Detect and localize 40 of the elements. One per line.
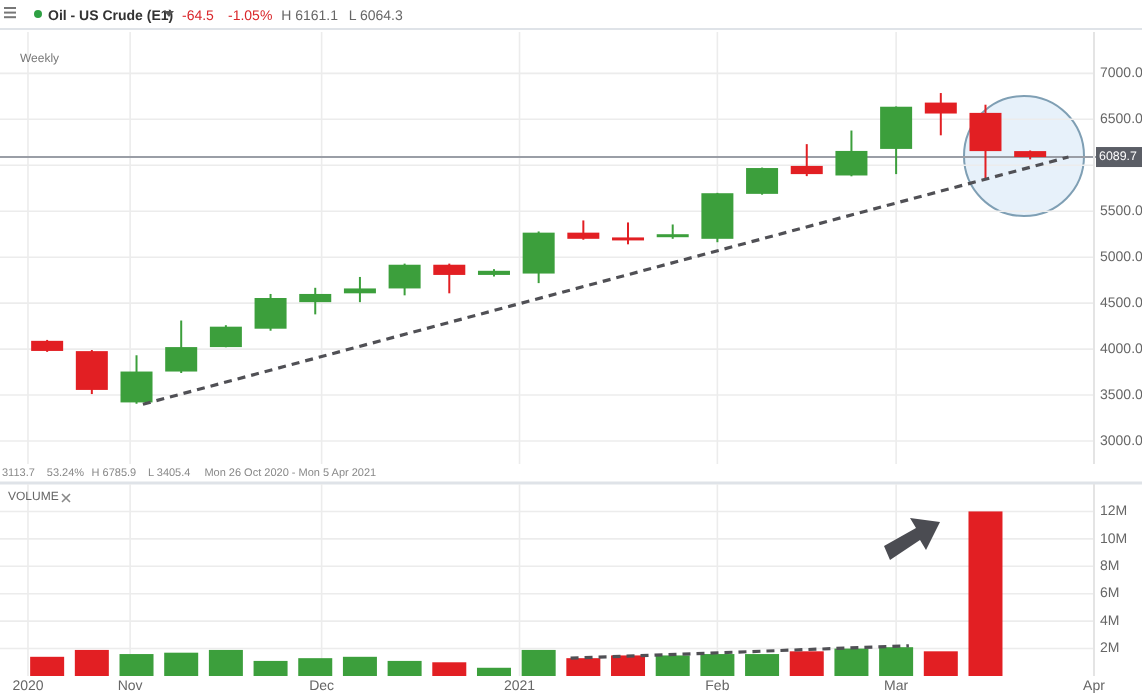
bar <box>387 660 422 676</box>
bar <box>655 655 690 676</box>
candlestick <box>388 262 421 297</box>
bar <box>253 660 288 676</box>
bar <box>342 656 377 676</box>
bar <box>164 652 199 676</box>
bar <box>834 648 869 676</box>
bar <box>476 667 511 676</box>
bar <box>879 647 914 676</box>
candlestick <box>924 92 957 137</box>
candlestick <box>790 143 823 178</box>
candlestick <box>165 319 198 374</box>
bar <box>74 649 109 676</box>
bar <box>521 649 556 676</box>
bar <box>119 654 154 676</box>
bar <box>208 649 243 676</box>
bar <box>298 658 333 676</box>
bar <box>566 658 601 676</box>
candlestick <box>299 286 332 316</box>
candlestick <box>254 292 287 332</box>
candlestick <box>612 221 645 246</box>
candlestick <box>522 230 555 285</box>
candlestick <box>835 129 868 178</box>
candlestick <box>75 349 108 396</box>
bar <box>923 651 958 676</box>
candlestick <box>880 105 913 176</box>
candlestick <box>701 191 734 244</box>
bar <box>745 654 780 676</box>
candlestick <box>969 103 1002 181</box>
bar <box>789 651 824 676</box>
bar <box>968 511 1003 676</box>
candlestick <box>343 275 376 304</box>
bar <box>432 662 467 676</box>
candlestick <box>746 166 779 196</box>
candlestick <box>567 219 600 241</box>
candlestick <box>120 354 153 405</box>
bar <box>30 656 65 676</box>
bar <box>611 655 646 676</box>
candlestick <box>433 262 466 295</box>
bar <box>700 654 735 676</box>
